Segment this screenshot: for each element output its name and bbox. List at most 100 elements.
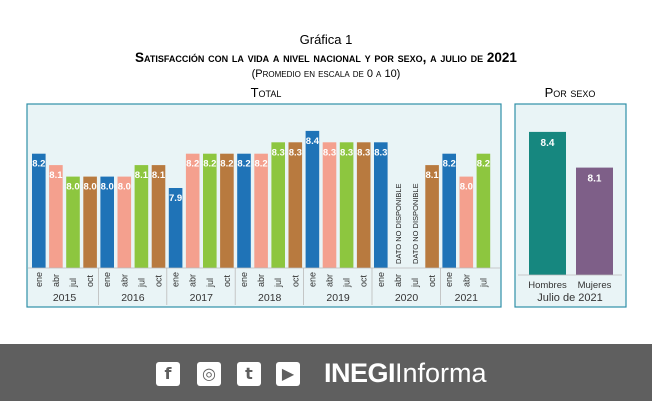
bar-2015-ene	[32, 153, 46, 268]
bar-label-2021-ene: 8.2	[443, 159, 456, 170]
brand-light: Informa	[395, 358, 487, 388]
bar-label-2019-jul: 8.3	[340, 147, 353, 158]
month-tick-2018-oct: oct	[290, 274, 300, 287]
bar-2015-jul	[66, 176, 80, 268]
bar-label-2016-jul: 8.1	[135, 170, 149, 181]
month-tick-2019-oct: oct	[359, 274, 369, 287]
year-label-2019: 2019	[326, 292, 350, 304]
sex-panel-xlabel: Julio de 2021	[537, 292, 602, 304]
year-label-2020: 2020	[395, 292, 419, 304]
bar-label-hombres: 8.4	[541, 138, 555, 149]
bar-label-2016-abr: 8.0	[118, 182, 131, 193]
bar-2020-ene	[374, 142, 388, 268]
month-tick-2020-jul: jul	[410, 278, 420, 288]
month-tick-2016-abr: abr	[119, 274, 129, 287]
bar-label-2015-ene: 8.2	[32, 159, 45, 170]
year-label-2017: 2017	[190, 292, 214, 304]
bar-mujeres	[576, 167, 613, 275]
chart-subtitle: (Promedio en escala de 0 a 10)	[252, 68, 401, 80]
bar-label-2021-jul: 8.2	[477, 159, 490, 170]
bar-2019-abr	[322, 142, 337, 268]
bar-hombres	[529, 131, 566, 275]
chart-title: Satisfacción con la vida a nivel naciona…	[135, 50, 517, 65]
bar-label-mujeres: 8.1	[588, 174, 602, 185]
bar-label-2020-oct: 8.1	[425, 170, 439, 181]
month-tick-2016-oct: oct	[154, 274, 164, 287]
bar-2018-ene	[237, 153, 251, 268]
bar-2015-oct	[83, 176, 97, 268]
month-tick-2018-jul: jul	[273, 278, 283, 288]
year-label-2015: 2015	[53, 292, 77, 304]
bar-label-2017-abr: 8.2	[186, 159, 199, 170]
month-tick-2018-ene: ene	[239, 272, 249, 287]
bar-label-2018-jul: 8.3	[272, 147, 285, 158]
footer-bar: f ◎ t ▶ INEGIInforma	[0, 344, 652, 401]
bar-label-2017-ene: 7.9	[169, 193, 182, 204]
bar-2019-ene	[305, 130, 320, 268]
bar-2019-oct	[356, 142, 371, 268]
month-tick-2020-oct: oct	[427, 274, 437, 287]
brand-bold: INEGI	[324, 358, 396, 388]
month-tick-2021-jul: jul	[478, 278, 488, 288]
bar-2016-ene	[100, 176, 114, 268]
inegi-informa-logo: INEGIInforma	[324, 356, 487, 390]
bar-label-2020-ene: 8.3	[374, 147, 387, 158]
bar-2017-abr	[185, 153, 200, 268]
youtube-icon[interactable]: ▶	[276, 362, 300, 386]
chart: Gráfica 1 Satisfacción con la vida a niv…	[26, 32, 627, 308]
month-tick-2020-ene: ene	[376, 272, 386, 287]
month-tick-2019-jul: jul	[342, 278, 352, 288]
month-tick-2020-abr: abr	[393, 274, 403, 287]
bar-label-2019-ene: 8.4	[306, 136, 320, 147]
bar-label-2015-oct: 8.0	[83, 182, 96, 193]
bar-label-2016-ene: 8.0	[101, 182, 114, 193]
bar-2018-jul	[271, 142, 285, 268]
bar-label-2018-abr: 8.2	[254, 159, 267, 170]
bar-2021-ene	[442, 153, 456, 268]
year-label-2018: 2018	[258, 292, 282, 304]
bar-label-2016-oct: 8.1	[152, 170, 166, 181]
bar-2017-oct	[220, 153, 234, 268]
year-label-2021: 2021	[455, 292, 479, 304]
category-label-hombres: Hombres	[528, 280, 567, 291]
bar-2020-oct	[425, 165, 439, 268]
month-tick-2015-jul: jul	[68, 278, 78, 288]
bar-2017-ene	[168, 188, 183, 268]
bar-2016-abr	[117, 176, 132, 268]
year-label-2016: 2016	[121, 292, 145, 304]
month-tick-2015-ene: ene	[34, 272, 44, 287]
figure-label: Gráfica 1	[300, 32, 353, 47]
twitter-icon[interactable]: t	[237, 362, 261, 386]
month-tick-2016-jul: jul	[136, 278, 146, 288]
instagram-icon[interactable]: ◎	[197, 362, 221, 386]
bar-label-2015-jul: 8.0	[66, 182, 79, 193]
month-tick-2016-ene: ene	[102, 272, 112, 287]
total-panel-title: Total	[251, 85, 282, 100]
bar-label-2017-jul: 8.2	[203, 159, 216, 170]
bar-2017-jul	[203, 153, 217, 268]
month-tick-2018-abr: abr	[256, 274, 266, 287]
bar-2019-jul	[339, 142, 354, 268]
sex-panel-title: Por sexo	[545, 85, 596, 100]
month-tick-2015-oct: oct	[85, 274, 95, 287]
bar-label-2019-oct: 8.3	[357, 147, 370, 158]
month-tick-2017-jul: jul	[205, 278, 215, 288]
unavailable-label-2020-jul: DATO NO DISPONIBLE	[411, 183, 420, 264]
month-tick-2021-abr: abr	[461, 274, 471, 287]
bar-label-2018-ene: 8.2	[237, 159, 250, 170]
month-tick-2019-abr: abr	[325, 274, 335, 287]
bar-label-2018-oct: 8.3	[289, 147, 302, 158]
unavailable-label-2020-abr: DATO NO DISPONIBLE	[394, 183, 403, 264]
category-label-mujeres: Mujeres	[578, 280, 612, 291]
facebook-icon[interactable]: f	[156, 362, 180, 386]
bar-label-2019-abr: 8.3	[323, 147, 336, 158]
bar-label-2015-abr: 8.1	[49, 170, 63, 181]
bar-2015-abr	[49, 165, 63, 268]
bar-label-2021-abr: 8.0	[460, 182, 473, 193]
bar-2018-abr	[254, 153, 268, 268]
bar-2016-jul	[134, 165, 149, 268]
bar-2021-jul	[476, 153, 491, 268]
month-tick-2017-ene: ene	[171, 272, 181, 287]
bar-2021-abr	[459, 176, 474, 268]
bar-2018-oct	[288, 142, 303, 268]
